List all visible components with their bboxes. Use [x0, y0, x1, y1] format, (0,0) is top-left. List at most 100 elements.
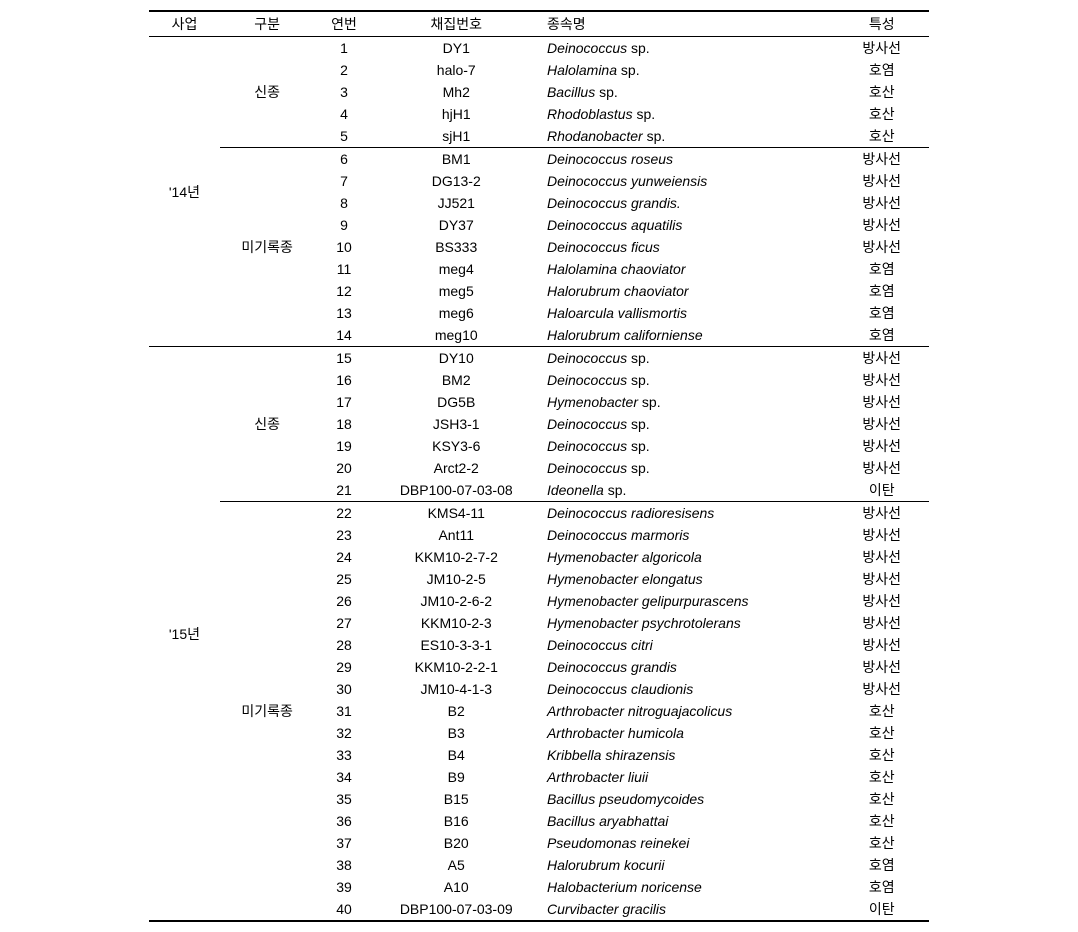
collection-cell: DY37: [374, 214, 539, 236]
epithet-text: aryabhattai: [599, 813, 668, 829]
collection-cell: JJ521: [374, 192, 539, 214]
species-cell: Deinococcus grandis: [539, 656, 834, 678]
seq-cell: 9: [314, 214, 373, 236]
epithet-text: claudionis: [631, 681, 693, 697]
seq-cell: 5: [314, 125, 373, 148]
category-cell: 신종: [220, 347, 315, 502]
collection-cell: B2: [374, 700, 539, 722]
epithet-text: marmoris: [631, 527, 689, 543]
seq-cell: 34: [314, 766, 373, 788]
species-cell: Rhodanobacter sp.: [539, 125, 834, 148]
seq-cell: 12: [314, 280, 373, 302]
epithet-text: sp.: [631, 416, 650, 432]
trait-cell: 방사선: [834, 369, 929, 391]
collection-cell: KSY3-6: [374, 435, 539, 457]
table-row: 미기록종22KMS4-11Deinococcus radioresisens방사…: [149, 502, 929, 525]
species-cell: Deinococcus sp.: [539, 347, 834, 370]
epithet-text: algoricola: [642, 549, 702, 565]
collection-cell: JM10-4-1-3: [374, 678, 539, 700]
category-cell: 신종: [220, 37, 315, 148]
header-collection: 채집번호: [374, 11, 539, 37]
trait-cell: 호산: [834, 744, 929, 766]
seq-cell: 27: [314, 612, 373, 634]
trait-cell: 방사선: [834, 347, 929, 370]
genus-text: Arthrobacter: [547, 769, 624, 785]
collection-cell: BM2: [374, 369, 539, 391]
trait-cell: 방사선: [834, 678, 929, 700]
species-cell: Deinococcus sp.: [539, 369, 834, 391]
seq-cell: 1: [314, 37, 373, 60]
species-cell: Halobacterium noricense: [539, 876, 834, 898]
trait-cell: 호염: [834, 876, 929, 898]
genus-text: Halorubrum: [547, 857, 620, 873]
collection-cell: sjH1: [374, 125, 539, 148]
epithet-text: sp.: [621, 62, 640, 78]
genus-text: Bacillus: [547, 84, 595, 100]
genus-text: Deinococcus: [547, 173, 627, 189]
category-cell: 미기록종: [220, 502, 315, 922]
genus-text: Haloarcula: [547, 305, 614, 321]
collection-cell: KKM10-2-3: [374, 612, 539, 634]
genus-text: Deinococcus: [547, 460, 627, 476]
header-project: 사업: [149, 11, 220, 37]
epithet-text: noricense: [641, 879, 702, 895]
trait-cell: 호산: [834, 766, 929, 788]
genus-text: Deinococcus: [547, 438, 627, 454]
collection-cell: DG5B: [374, 391, 539, 413]
genus-text: Deinococcus: [547, 681, 627, 697]
trait-cell: 방사선: [834, 656, 929, 678]
epithet-text: kocurii: [624, 857, 664, 873]
epithet-text: aquatilis: [631, 217, 682, 233]
collection-cell: ES10-3-3-1: [374, 634, 539, 656]
epithet-text: radioresisens: [631, 505, 714, 521]
trait-cell: 호염: [834, 854, 929, 876]
genus-text: Hymenobacter: [547, 593, 638, 609]
genus-text: Deinococcus: [547, 217, 627, 233]
seq-cell: 22: [314, 502, 373, 525]
species-cell: Deinococcus sp.: [539, 37, 834, 60]
trait-cell: 호산: [834, 700, 929, 722]
trait-cell: 방사선: [834, 37, 929, 60]
collection-cell: B9: [374, 766, 539, 788]
genus-text: Rhodoblastus: [547, 106, 633, 122]
trait-cell: 방사선: [834, 502, 929, 525]
table-row: 미기록종6BM1Deinococcus roseus방사선: [149, 148, 929, 171]
seq-cell: 33: [314, 744, 373, 766]
trait-cell: 호염: [834, 280, 929, 302]
collection-cell: B15: [374, 788, 539, 810]
project-cell: '14년: [149, 37, 220, 347]
species-cell: Hymenobacter elongatus: [539, 568, 834, 590]
collection-cell: A5: [374, 854, 539, 876]
header-row: 사업 구분 연번 채집번호 종속명 특성: [149, 11, 929, 37]
seq-cell: 28: [314, 634, 373, 656]
seq-cell: 4: [314, 103, 373, 125]
genus-text: Deinococcus: [547, 527, 627, 543]
seq-cell: 10: [314, 236, 373, 258]
genus-text: Bacillus: [547, 813, 595, 829]
collection-cell: Ant11: [374, 524, 539, 546]
species-cell: Haloarcula vallismortis: [539, 302, 834, 324]
species-cell: Halorubrum californiense: [539, 324, 834, 347]
seq-cell: 18: [314, 413, 373, 435]
species-cell: Bacillus pseudomycoides: [539, 788, 834, 810]
trait-cell: 방사선: [834, 457, 929, 479]
trait-cell: 방사선: [834, 236, 929, 258]
collection-cell: JM10-2-6-2: [374, 590, 539, 612]
species-table: 사업 구분 연번 채집번호 종속명 특성 '14년신종1DY1Deinococc…: [149, 10, 929, 922]
epithet-text: citri: [631, 637, 653, 653]
epithet-text: sp.: [631, 372, 650, 388]
seq-cell: 31: [314, 700, 373, 722]
species-cell: Halolamina sp.: [539, 59, 834, 81]
seq-cell: 14: [314, 324, 373, 347]
epithet-text: sp.: [642, 394, 661, 410]
collection-cell: KKM10-2-7-2: [374, 546, 539, 568]
trait-cell: 이탄: [834, 479, 929, 502]
species-cell: Deinococcus roseus: [539, 148, 834, 171]
species-cell: Deinococcus ficus: [539, 236, 834, 258]
collection-cell: B4: [374, 744, 539, 766]
seq-cell: 7: [314, 170, 373, 192]
seq-cell: 23: [314, 524, 373, 546]
epithet-text: californiense: [624, 327, 703, 343]
epithet-text: gelipurpurascens: [642, 593, 749, 609]
species-cell: Bacillus sp.: [539, 81, 834, 103]
